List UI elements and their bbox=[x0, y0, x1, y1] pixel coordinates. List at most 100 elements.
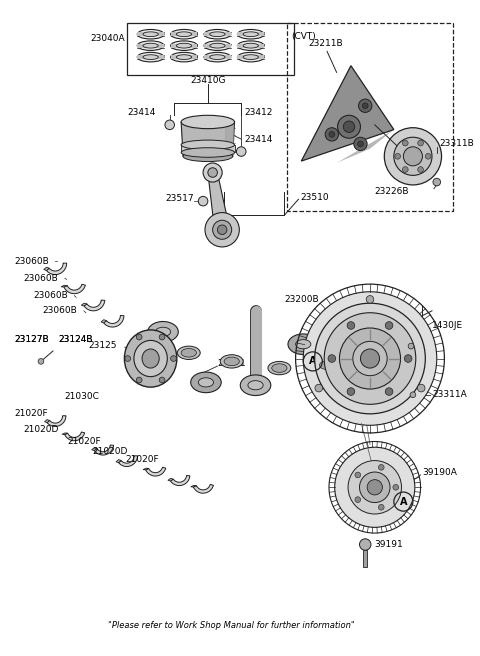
Circle shape bbox=[337, 115, 360, 138]
Circle shape bbox=[315, 384, 323, 392]
Ellipse shape bbox=[204, 30, 231, 39]
Text: 23060B: 23060B bbox=[14, 256, 49, 266]
Circle shape bbox=[165, 120, 174, 130]
Text: 23060B: 23060B bbox=[33, 291, 68, 300]
Ellipse shape bbox=[210, 54, 225, 60]
Circle shape bbox=[358, 141, 363, 147]
Ellipse shape bbox=[142, 349, 159, 368]
Ellipse shape bbox=[210, 43, 225, 48]
Circle shape bbox=[410, 392, 416, 398]
Ellipse shape bbox=[204, 52, 231, 62]
Text: 23211B: 23211B bbox=[308, 39, 343, 49]
Circle shape bbox=[418, 167, 423, 173]
Text: 39191: 39191 bbox=[375, 540, 404, 549]
Text: 23040A: 23040A bbox=[90, 35, 125, 43]
Circle shape bbox=[136, 377, 142, 383]
Circle shape bbox=[366, 296, 374, 303]
Polygon shape bbox=[191, 485, 196, 487]
Ellipse shape bbox=[238, 30, 264, 39]
Circle shape bbox=[418, 384, 425, 392]
Circle shape bbox=[408, 343, 414, 349]
Text: 21020D: 21020D bbox=[93, 447, 128, 457]
Circle shape bbox=[324, 313, 416, 404]
Bar bbox=[171, 44, 197, 48]
Polygon shape bbox=[143, 468, 149, 470]
Ellipse shape bbox=[148, 321, 178, 342]
Ellipse shape bbox=[124, 330, 177, 387]
Circle shape bbox=[384, 128, 442, 185]
Circle shape bbox=[402, 167, 408, 173]
Text: 23517: 23517 bbox=[165, 194, 193, 203]
Ellipse shape bbox=[238, 52, 264, 62]
Text: 23124B: 23124B bbox=[58, 335, 93, 344]
Circle shape bbox=[136, 334, 142, 340]
Circle shape bbox=[205, 213, 240, 247]
Circle shape bbox=[360, 349, 380, 368]
Circle shape bbox=[385, 388, 393, 396]
Ellipse shape bbox=[238, 41, 264, 51]
Text: 23414: 23414 bbox=[244, 134, 273, 144]
Circle shape bbox=[395, 154, 400, 159]
Polygon shape bbox=[146, 467, 166, 476]
Polygon shape bbox=[61, 285, 67, 287]
Text: A: A bbox=[309, 356, 316, 367]
Ellipse shape bbox=[177, 346, 200, 359]
Text: 23412: 23412 bbox=[244, 108, 273, 117]
Bar bbox=[181, 145, 235, 152]
Bar bbox=[204, 55, 231, 59]
Text: 21020F: 21020F bbox=[14, 409, 48, 419]
Bar bbox=[171, 55, 197, 59]
Text: 21020F: 21020F bbox=[68, 437, 101, 446]
Ellipse shape bbox=[176, 54, 192, 60]
Ellipse shape bbox=[156, 327, 171, 337]
Circle shape bbox=[315, 303, 425, 414]
Polygon shape bbox=[92, 448, 97, 451]
Ellipse shape bbox=[268, 361, 291, 375]
Text: (CVT): (CVT) bbox=[291, 32, 315, 41]
Circle shape bbox=[339, 328, 400, 389]
Bar bbox=[238, 44, 264, 48]
Ellipse shape bbox=[137, 41, 164, 51]
Polygon shape bbox=[64, 284, 85, 294]
Circle shape bbox=[198, 196, 208, 206]
Ellipse shape bbox=[272, 364, 287, 373]
Ellipse shape bbox=[183, 151, 233, 161]
Circle shape bbox=[329, 131, 335, 137]
Text: 23414: 23414 bbox=[127, 108, 156, 117]
Bar bbox=[137, 44, 164, 48]
Ellipse shape bbox=[171, 52, 197, 62]
Circle shape bbox=[355, 472, 360, 478]
Polygon shape bbox=[44, 267, 49, 270]
Polygon shape bbox=[104, 316, 124, 327]
Circle shape bbox=[354, 137, 367, 151]
Ellipse shape bbox=[138, 341, 154, 350]
Circle shape bbox=[404, 355, 412, 362]
Ellipse shape bbox=[191, 372, 221, 393]
Polygon shape bbox=[94, 445, 114, 455]
Text: "Please refer to Work Shop Manual for further information": "Please refer to Work Shop Manual for fu… bbox=[108, 621, 355, 630]
Ellipse shape bbox=[137, 30, 164, 39]
Bar bbox=[204, 44, 231, 48]
Text: 23510: 23510 bbox=[300, 193, 329, 202]
Circle shape bbox=[394, 137, 432, 175]
Ellipse shape bbox=[137, 52, 164, 62]
Bar bbox=[238, 32, 264, 36]
Circle shape bbox=[393, 484, 398, 490]
Circle shape bbox=[360, 539, 371, 550]
Text: 21030C: 21030C bbox=[65, 392, 100, 401]
Ellipse shape bbox=[181, 348, 196, 357]
Ellipse shape bbox=[143, 54, 158, 60]
Circle shape bbox=[402, 140, 408, 146]
Circle shape bbox=[403, 147, 422, 166]
Ellipse shape bbox=[198, 378, 214, 387]
Ellipse shape bbox=[134, 338, 157, 352]
Bar bbox=[363, 550, 367, 567]
Circle shape bbox=[378, 464, 384, 470]
Circle shape bbox=[325, 128, 338, 141]
Text: 1430JE: 1430JE bbox=[432, 321, 463, 329]
Ellipse shape bbox=[243, 54, 258, 60]
Circle shape bbox=[353, 341, 387, 376]
Circle shape bbox=[335, 447, 415, 527]
Ellipse shape bbox=[220, 355, 243, 368]
Text: 21020D: 21020D bbox=[24, 424, 59, 434]
